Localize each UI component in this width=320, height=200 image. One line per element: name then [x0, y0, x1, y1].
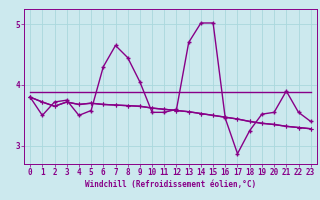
X-axis label: Windchill (Refroidissement éolien,°C): Windchill (Refroidissement éolien,°C) — [85, 180, 256, 189]
